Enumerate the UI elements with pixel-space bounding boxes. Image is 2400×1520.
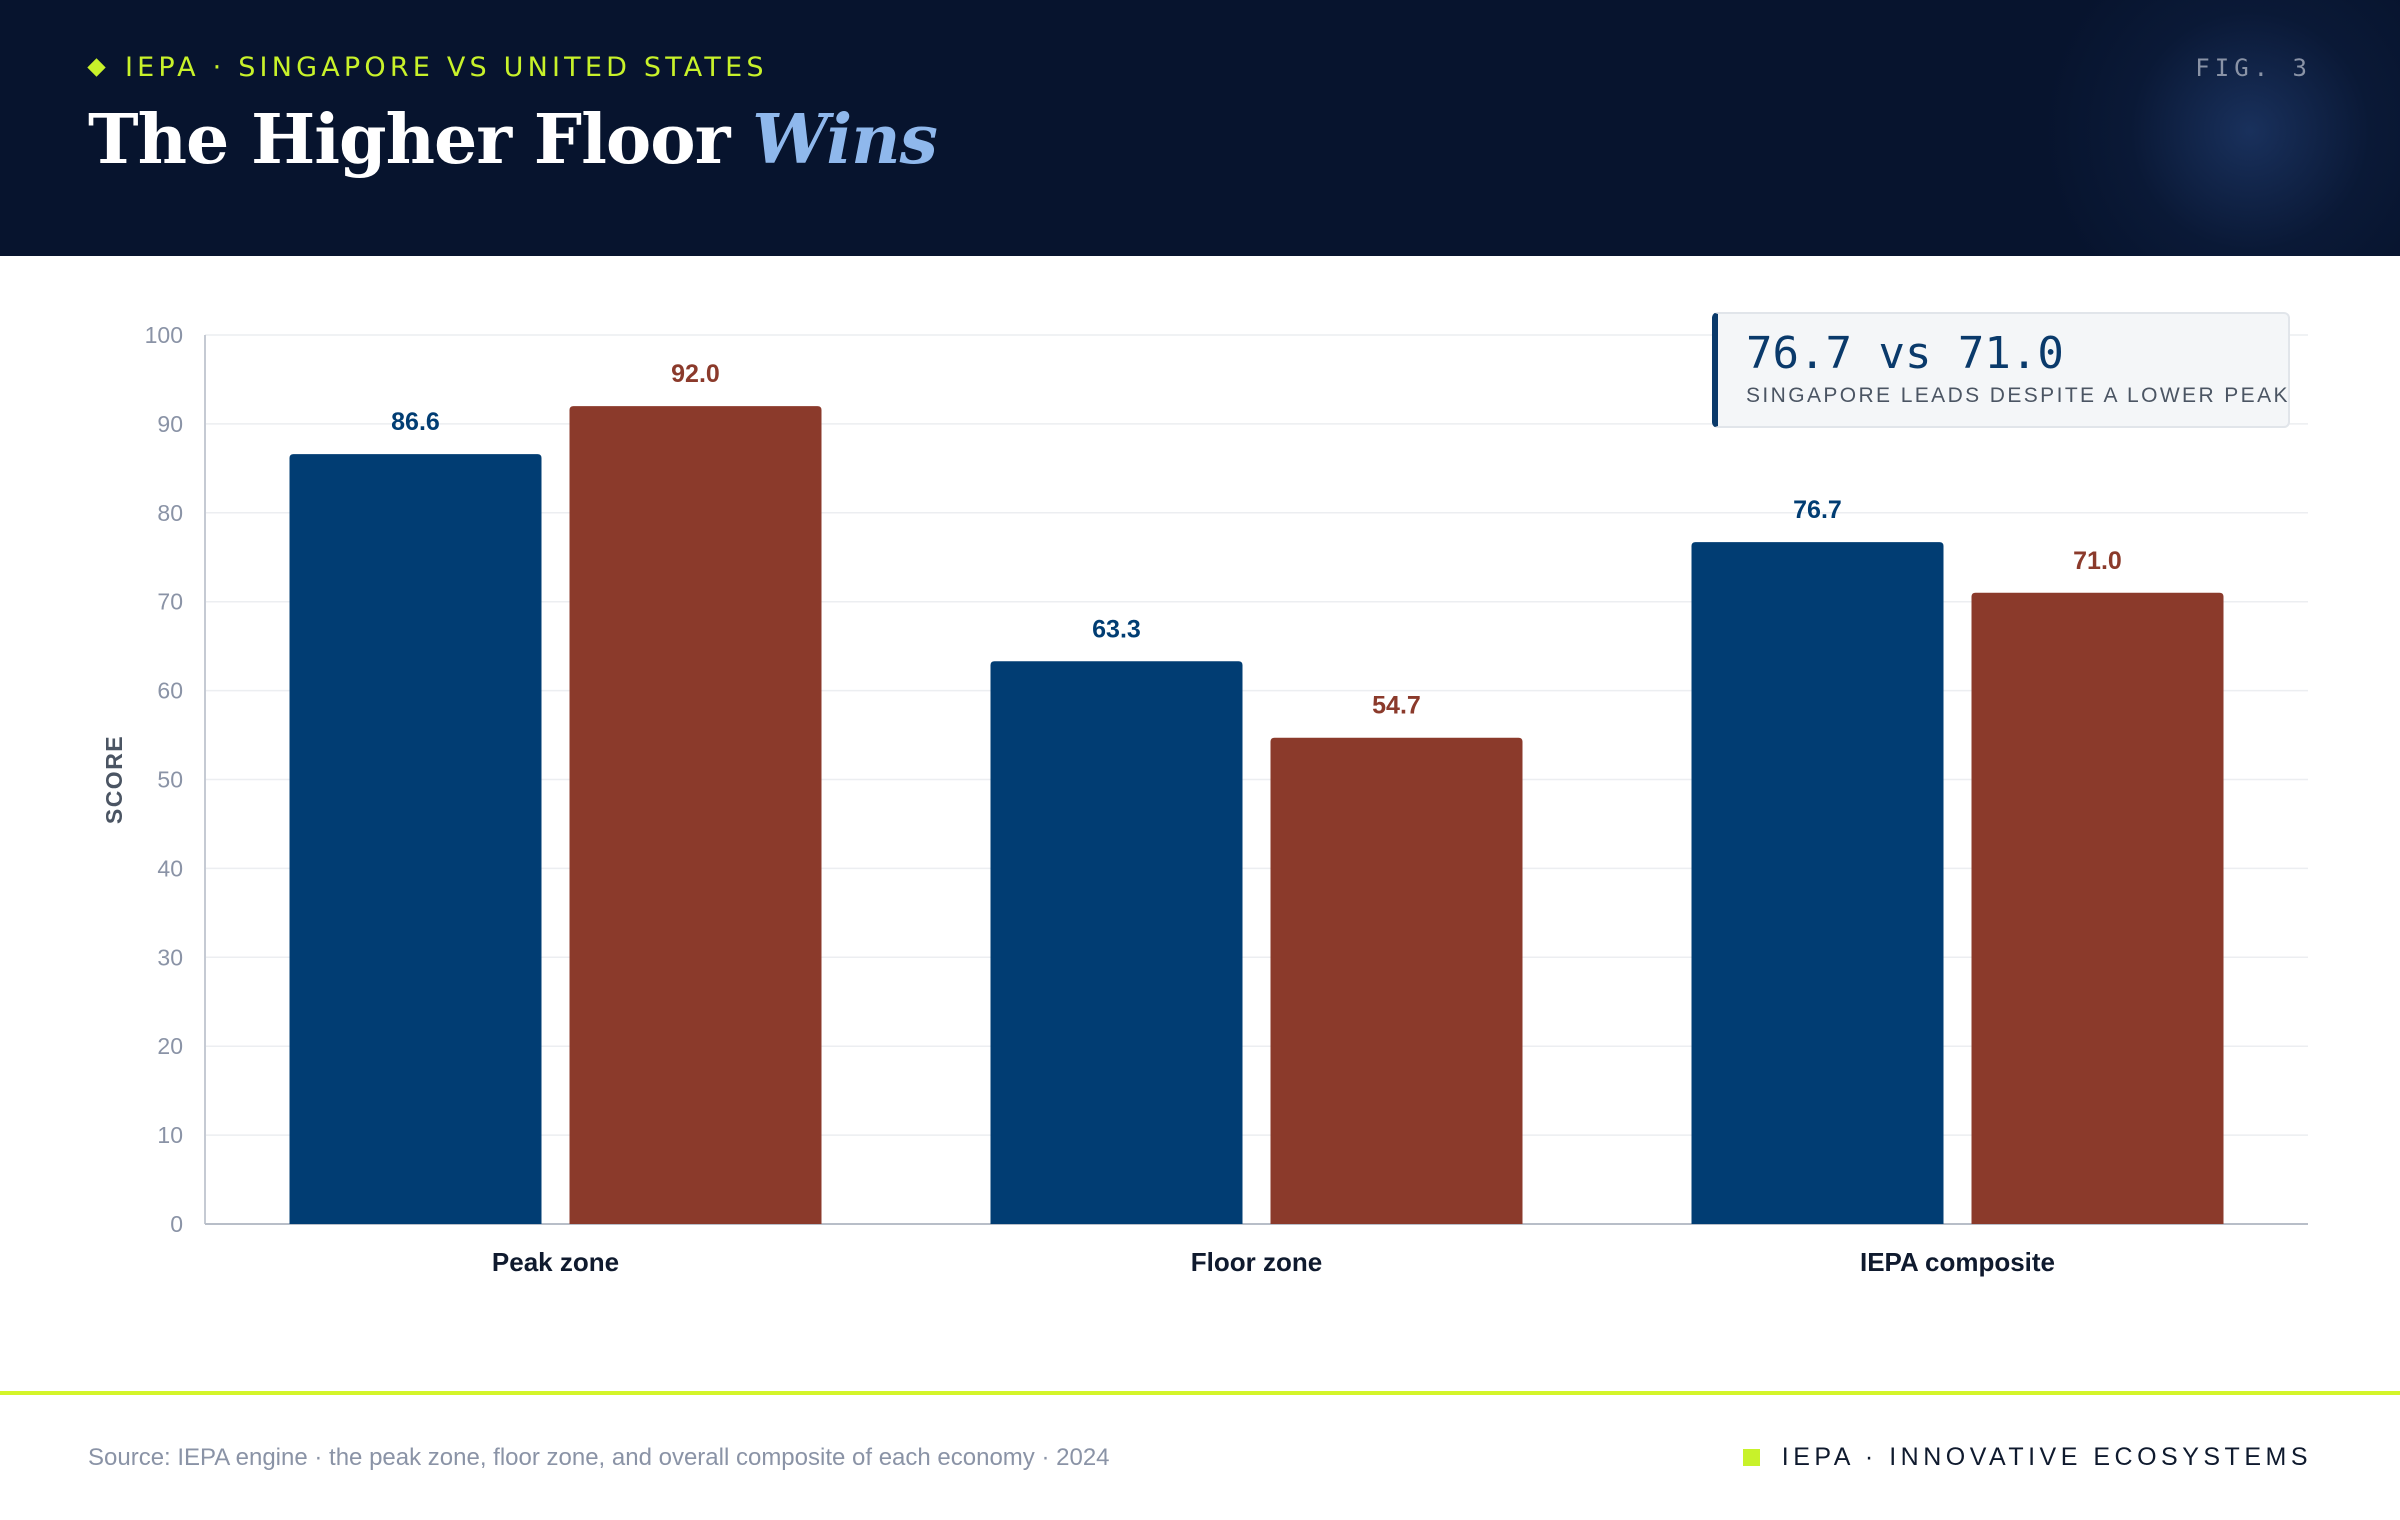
bar	[1270, 737, 1523, 1224]
page-title: The Higher Floor Wins	[88, 100, 938, 180]
data-label: 76.7	[1793, 496, 1842, 524]
bar	[569, 406, 822, 1224]
eyebrow: IEPA · SINGAPORE VS UNITED STATES	[87, 52, 768, 83]
data-label: 63.3	[1092, 615, 1141, 643]
callout-box: 76.7 vs 71.0 SINGAPORE LEADS DESPITE A L…	[1712, 312, 2290, 428]
y-tick-label: 60	[157, 678, 183, 704]
bar	[289, 454, 542, 1225]
x-tick-label: Floor zone	[1191, 1247, 1322, 1277]
data-label: 92.0	[671, 360, 720, 388]
title-accent: Wins	[752, 100, 938, 180]
y-tick-label: 50	[157, 767, 183, 793]
bar	[1971, 592, 2224, 1224]
data-label: 86.6	[391, 408, 440, 436]
bar	[1691, 542, 1944, 1224]
diamond-icon	[87, 58, 106, 77]
header-glow	[2040, 0, 2400, 256]
y-tick-label: 90	[157, 411, 183, 437]
brand-square-icon	[1742, 1449, 1760, 1466]
y-tick-label: 100	[145, 322, 183, 348]
y-axis-title: SCORE	[101, 735, 127, 824]
figure-label: FIG. 3	[2195, 54, 2312, 82]
brand: IEPA · INNOVATIVE ECOSYSTEMS	[1742, 1443, 2312, 1472]
eyebrow-text: IEPA · SINGAPORE VS UNITED STATES	[125, 52, 768, 83]
y-tick-label: 80	[157, 500, 183, 526]
data-label: 54.7	[1372, 692, 1421, 720]
x-tick-label: IEPA composite	[1860, 1247, 2055, 1277]
source-note: Source: IEPA engine · the peak zone, flo…	[88, 1444, 1110, 1471]
brand-text: IEPA · INNOVATIVE ECOSYSTEMS	[1781, 1443, 2312, 1471]
y-tick-label: 30	[157, 944, 183, 970]
footer-rule	[0, 1391, 2400, 1395]
y-tick-label: 40	[157, 855, 183, 881]
callout-note: SINGAPORE LEADS DESPITE A LOWER PEAK	[1746, 384, 2290, 407]
y-tick-label: 70	[157, 589, 183, 615]
bar	[990, 661, 1243, 1224]
y-tick-label: 20	[157, 1033, 183, 1059]
data-label: 71.0	[2073, 547, 2122, 575]
y-tick-label: 0	[170, 1211, 183, 1237]
y-tick-label: 10	[157, 1122, 183, 1148]
bar-chart: 0 10 20 30 40 50 60 70 80 90 100 SCORE 86.6 92.0 Peak …	[101, 322, 2308, 1277]
callout-value: 76.7 vs 71.0	[1746, 328, 2064, 379]
title-main: The Higher Floor	[88, 100, 730, 180]
x-tick-label: Peak zone	[492, 1247, 619, 1277]
header-banner: IEPA · SINGAPORE VS UNITED STATES FIG. 3…	[0, 0, 2400, 256]
